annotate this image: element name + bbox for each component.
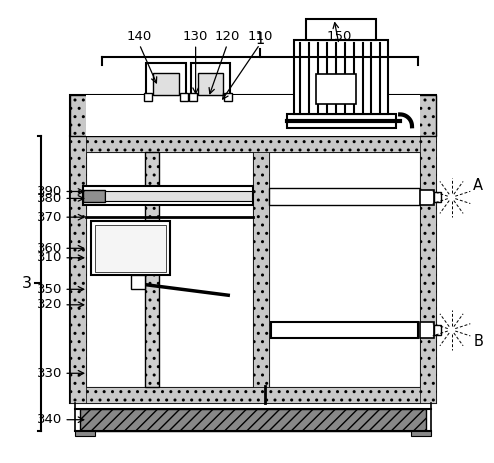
Bar (86, 94, 420, 136)
Text: 3: 3 (22, 276, 32, 291)
Bar (86, 152, 253, 387)
Bar (146, 63, 186, 94)
Bar (153, 73, 179, 94)
Text: 120: 120 (214, 30, 240, 43)
Circle shape (252, 360, 278, 386)
Text: 350: 350 (37, 283, 62, 296)
Text: 370: 370 (37, 211, 62, 224)
Bar (420, 136, 436, 403)
Circle shape (399, 325, 408, 334)
Circle shape (259, 367, 271, 379)
Text: 360: 360 (37, 242, 62, 255)
Bar (83, 186, 253, 205)
Bar (191, 63, 230, 94)
Circle shape (329, 325, 338, 334)
Bar (75, 431, 95, 436)
Text: 390: 390 (37, 185, 62, 198)
Circle shape (385, 325, 394, 334)
Bar (91, 221, 170, 275)
Circle shape (274, 325, 283, 334)
Bar (180, 93, 188, 100)
Bar (70, 136, 436, 152)
Bar (70, 136, 86, 403)
Text: B: B (473, 334, 483, 349)
Text: 130: 130 (183, 30, 208, 43)
Circle shape (288, 325, 297, 334)
Bar (144, 93, 152, 100)
Bar (420, 189, 434, 205)
Bar (224, 93, 232, 100)
Bar (294, 40, 388, 114)
Bar (198, 73, 223, 94)
Text: 110: 110 (247, 30, 273, 43)
Polygon shape (269, 345, 420, 387)
Circle shape (343, 325, 352, 334)
Bar (80, 409, 426, 431)
Text: A: A (473, 178, 483, 193)
Bar (316, 74, 356, 104)
Text: 1: 1 (255, 32, 264, 47)
Bar (131, 275, 145, 289)
Bar (253, 152, 269, 387)
Bar (287, 114, 396, 128)
Bar (105, 192, 252, 201)
Circle shape (371, 325, 380, 334)
Bar (269, 188, 420, 205)
Bar (420, 322, 434, 338)
Bar (70, 94, 436, 136)
Text: 140: 140 (126, 30, 152, 43)
Text: 150: 150 (326, 30, 352, 43)
Bar (70, 94, 436, 136)
Text: 330: 330 (37, 367, 62, 380)
Text: 320: 320 (37, 298, 62, 311)
Circle shape (357, 325, 366, 334)
Bar (189, 93, 197, 100)
Bar (83, 190, 105, 202)
Bar (306, 19, 376, 40)
Bar (269, 152, 420, 387)
Bar (95, 225, 166, 271)
Bar (70, 136, 436, 403)
Text: 310: 310 (37, 251, 62, 264)
Bar (70, 387, 436, 403)
Text: 340: 340 (37, 413, 62, 426)
Bar (434, 325, 441, 335)
Circle shape (302, 325, 311, 334)
Text: 380: 380 (37, 192, 62, 205)
Bar (411, 431, 431, 436)
Bar (271, 322, 418, 338)
Bar (434, 193, 441, 202)
FancyBboxPatch shape (315, 73, 357, 105)
Bar (86, 94, 420, 136)
Bar (145, 152, 159, 387)
Circle shape (316, 325, 325, 334)
